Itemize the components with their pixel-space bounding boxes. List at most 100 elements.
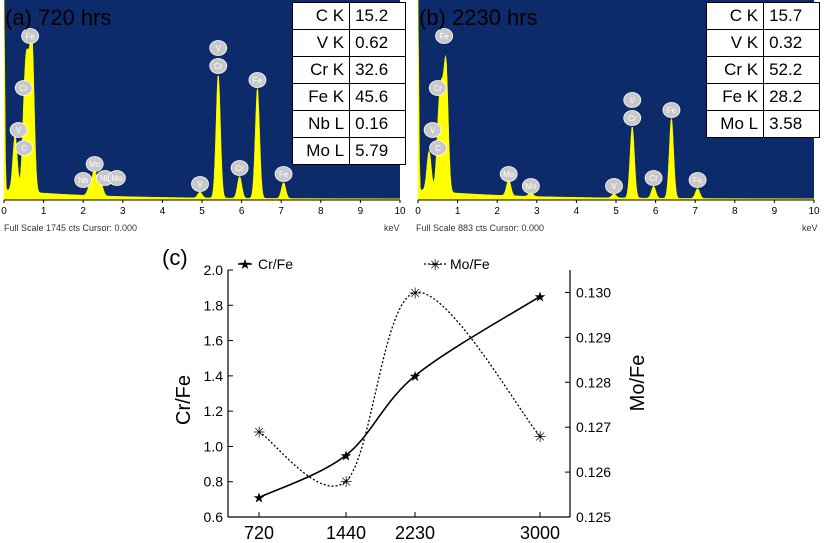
panel-a-unit: keV — [384, 223, 400, 233]
peak-marker-badge — [623, 110, 642, 126]
spectrum-panel-b: C V Cr Fe Mo Mo V Cr V Cr Fe Fe 0 1 2 3 4 5 6 7 8 9 10 (b) 223… — [414, 0, 820, 236]
peak-marker-badge — [107, 170, 126, 186]
x-tick-label: 3 — [534, 206, 540, 217]
panel-a-status: Full Scale 1745 cts Cursor: 0.000 — [4, 223, 138, 233]
series-mofe-line — [258, 291, 541, 487]
peak-marker-badge — [85, 156, 104, 172]
element-cell: Mo L — [291, 137, 351, 165]
peak-marker-v: V — [9, 122, 28, 138]
peak-marker-text: Mo — [503, 170, 515, 179]
panel-b-label: (b) 2230 hrs — [419, 5, 538, 30]
peak-marker-badge — [248, 72, 267, 88]
peak-marker-badge — [209, 40, 228, 56]
peak-marker-badge — [191, 176, 209, 192]
x-tick-label: 3 — [120, 206, 126, 217]
y-left-tick-label: 2.0 — [204, 262, 224, 278]
peak-marker-badge — [429, 140, 447, 156]
peak-marker-text: V — [197, 180, 203, 189]
value-cell: 45.6 — [349, 83, 406, 111]
peak-marker-cr: Cr — [14, 80, 33, 96]
element-cell: Fe K — [291, 83, 351, 111]
value-cell: 0.16 — [349, 110, 406, 138]
panel-c-label: (c) — [162, 245, 188, 270]
peak-marker-text: Cr — [20, 84, 29, 93]
panel-a-label: (a) 720 hrs — [5, 5, 112, 30]
panel-b-unit: keV — [802, 223, 818, 233]
x-tick-label: 0 — [1, 206, 7, 217]
peak-marker-badge — [644, 170, 663, 186]
peak-marker-text: Fe — [253, 76, 263, 85]
peak-marker-text: V — [216, 44, 222, 53]
peak-marker-badge — [15, 140, 33, 156]
legend: ★ Cr/Fe ✳ Mo/Fe — [238, 256, 490, 274]
peak-marker-cr: Cr — [209, 58, 228, 74]
legend-mofe-asterisk-icon: ✳ — [429, 256, 442, 274]
peak-marker-fe: Fe — [274, 166, 293, 182]
element-cell: Mo L — [705, 110, 765, 138]
series-crfe-line — [258, 295, 541, 499]
peak-marker-text: Fe — [439, 32, 449, 41]
peak-marker-text: Nb — [78, 176, 89, 185]
peak-marker-fe: Fe — [21, 28, 40, 44]
peak-marker-badge — [423, 122, 442, 138]
peak-marker-nb: Nb — [74, 172, 93, 188]
peak-marker-text: Fe — [693, 176, 703, 185]
y-left-tick-label: 0.8 — [204, 474, 224, 490]
x-tick-label: 6 — [239, 206, 245, 217]
peak-marker-fe: Fe — [435, 28, 454, 44]
legend-crfe-label: Cr/Fe — [258, 256, 293, 272]
spectrum-panel-a: C V Cr Fe Nb Mo Nb Mo V Cr V Cr Fe Fe 0 1 2 3 4 5 6 7 8 9 10 (a)… — [0, 0, 406, 236]
x-tick-label: 2230 — [395, 523, 435, 543]
peak-marker-badge — [21, 28, 40, 44]
x-tick-label: 1 — [41, 206, 47, 217]
y-left-tick-label: 0.6 — [204, 509, 224, 525]
table-row: V K 0.62 — [291, 29, 406, 57]
peak-marker-text: Fe — [25, 32, 35, 41]
peak-marker-c: C — [429, 140, 447, 156]
peak-marker-cr: Cr — [623, 110, 642, 126]
peak-marker-badge — [435, 28, 454, 44]
peak-marker-v: V — [623, 92, 642, 108]
element-cell: Nb L — [291, 110, 351, 138]
value-cell: 52.2 — [763, 56, 820, 84]
crfe-point-star-icon: ★ — [340, 448, 353, 464]
value-cell: 5.79 — [349, 137, 406, 165]
y-left-tick-label: 1.8 — [204, 297, 224, 313]
peak-marker-text: Cr — [235, 164, 244, 173]
peak-marker-text: V — [430, 126, 436, 135]
x-tick-label: 1 — [455, 206, 461, 217]
y-left-tick-label: 1.4 — [204, 368, 224, 384]
x-tick-label: 1440 — [326, 523, 366, 543]
table-row: C K 15.2 — [291, 2, 406, 30]
x-tick-label: 720 — [244, 523, 274, 543]
crfe-point-star-icon: ★ — [253, 491, 266, 507]
value-cell: 28.2 — [763, 83, 820, 111]
element-cell: Cr K — [291, 56, 351, 84]
peak-marker-text: Fe — [667, 106, 677, 115]
table-row: Cr K 32.6 — [291, 56, 406, 84]
element-cell: V K — [291, 29, 351, 57]
value-cell: 32.6 — [349, 56, 406, 84]
element-cell: Fe K — [705, 83, 765, 111]
peak-marker-mo: Mo — [107, 170, 126, 186]
element-cell: C K — [291, 2, 351, 30]
mofe-point-asterisk-icon: ✳ — [409, 284, 422, 302]
peak-marker-badge — [662, 102, 681, 118]
x-tick-label: 7 — [692, 206, 698, 217]
table-row: Fe K 45.6 — [291, 83, 406, 111]
peak-marker-badge — [499, 166, 518, 182]
peak-marker-v: V — [191, 176, 209, 192]
table-row: Cr K 52.2 — [705, 56, 820, 84]
peak-marker-badge — [521, 178, 540, 194]
element-cell: V K — [705, 29, 765, 57]
value-cell: 3.58 — [763, 110, 820, 138]
x-tick-label: 2 — [80, 206, 86, 217]
x-tick-label: 7 — [278, 206, 284, 217]
spectrum-trace — [3, 0, 401, 201]
x-tick-label: 5 — [613, 206, 619, 217]
peak-marker-fe: Fe — [688, 172, 707, 188]
y-left-tick-label: 1.2 — [204, 403, 224, 419]
y-right-tick-label: 0.126 — [576, 464, 611, 480]
peak-marker-badge — [230, 160, 249, 176]
crfe-point-star-icon: ★ — [534, 289, 547, 305]
